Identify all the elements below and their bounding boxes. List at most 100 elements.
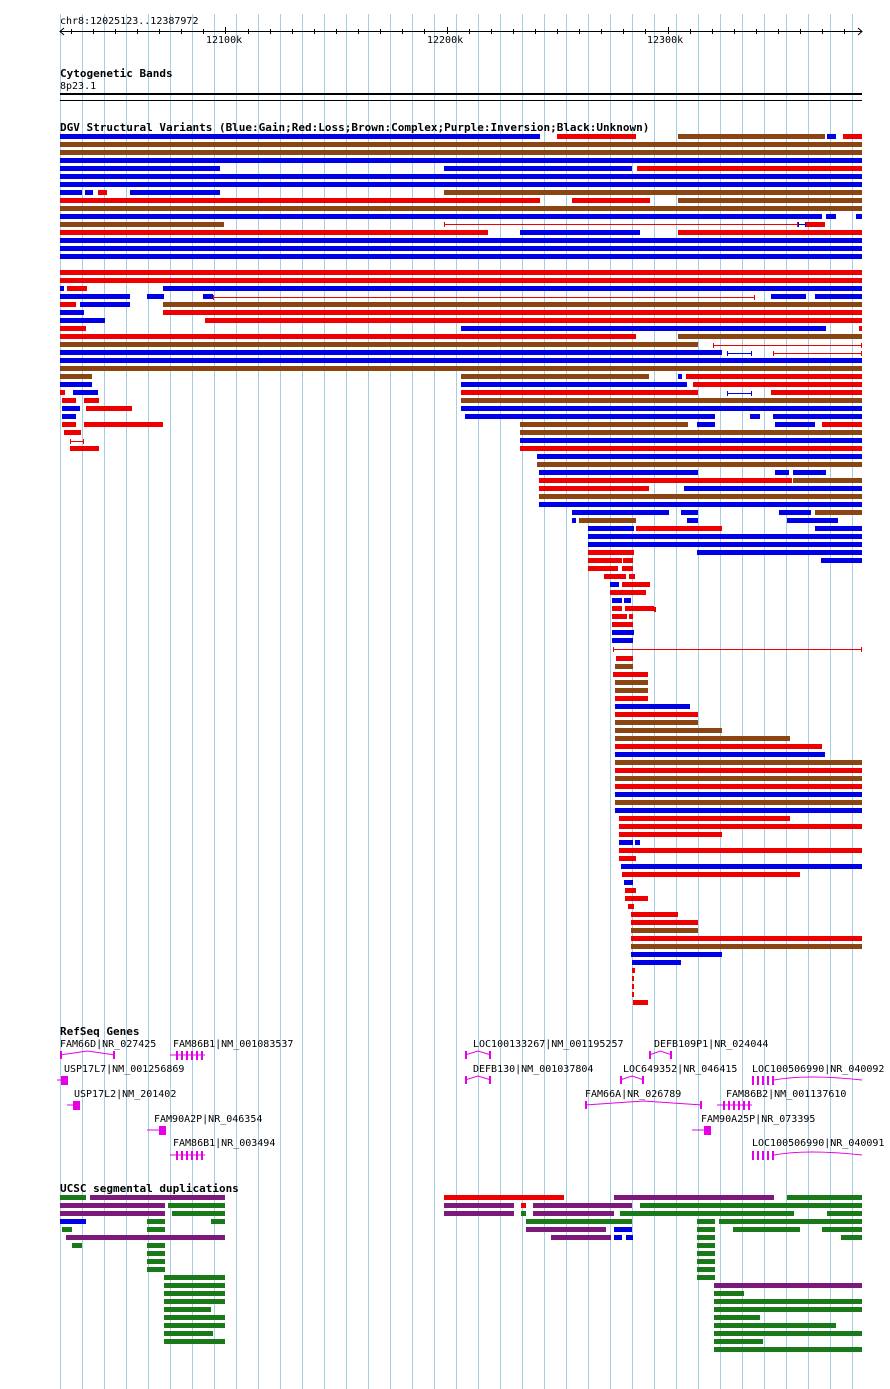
segdup-bar: [164, 1275, 225, 1280]
gene-label[interactable]: LOC649352|NR_046415: [623, 1064, 738, 1075]
gene-label[interactable]: FAM86B1|NM_001083537: [173, 1039, 294, 1050]
gene-label[interactable]: USP17L2|NM_201402: [74, 1089, 177, 1100]
dgv-variant-bar: [60, 174, 862, 179]
segdup-bar: [714, 1323, 836, 1328]
segdup-bar: [719, 1219, 862, 1224]
dgv-variant-bar: [615, 760, 862, 765]
gene-exon: [757, 1076, 759, 1085]
dgv-variant-bar: [631, 944, 862, 949]
dgv-variant-bar: [612, 630, 634, 635]
segdup-bar: [147, 1251, 165, 1256]
segdup-bar: [714, 1339, 763, 1344]
segdup-bar: [164, 1283, 225, 1288]
gene-exon: [762, 1076, 764, 1085]
dgv-variant-bar: [631, 920, 698, 925]
gene-exon: [585, 1101, 587, 1109]
dgv-variant-bar: [610, 590, 646, 595]
dgv-variant-bar: [461, 406, 862, 411]
dgv-variant-bar: [67, 286, 87, 291]
dgv-variant-bar: [60, 182, 862, 187]
gene-label[interactable]: FAM66D|NR_027425: [60, 1039, 157, 1050]
gene-label[interactable]: USP17L7|NM_001256869: [64, 1064, 185, 1075]
segdup-bar: [164, 1339, 225, 1344]
dgv-variant-bar: [815, 294, 862, 299]
dgv-variant-bar: [697, 550, 862, 555]
dgv-variant-bar: [619, 848, 862, 853]
dgv-variant-bar: [520, 430, 862, 435]
segdup-bar: [614, 1235, 622, 1240]
gene-exon: [723, 1101, 725, 1110]
dgv-variant-bar: [60, 342, 698, 347]
dgv-variant-bar: [461, 382, 687, 387]
dgv-variant-bar: [843, 134, 862, 139]
segdup-bar: [211, 1219, 225, 1224]
dgv-variant-bar: [619, 856, 636, 861]
dgv-variant-bar: [615, 712, 698, 717]
gene-exon: [73, 1101, 80, 1110]
gene-intron: [619, 1075, 645, 1081]
dgv-variant-bar: [60, 326, 86, 331]
dgv-track: [60, 134, 862, 1005]
dgv-variant-bar: [539, 486, 649, 491]
gene-label[interactable]: FAM90A2P|NR_046354: [154, 1114, 263, 1125]
segdup-bar: [147, 1219, 165, 1224]
gene-label[interactable]: DEFB130|NM_001037804: [473, 1064, 594, 1075]
gene-exon: [620, 1076, 622, 1084]
gene-exon: [757, 1151, 759, 1160]
gene-exon: [642, 1076, 644, 1084]
gene-label[interactable]: FAM90A25P|NR_073395: [701, 1114, 816, 1125]
dgv-variant-bar: [60, 374, 92, 379]
segdup-bar: [697, 1227, 715, 1232]
dgv-variant-bar: [461, 374, 649, 379]
dgv-variant-bar: [60, 382, 92, 387]
dgv-variant-bar: [60, 318, 105, 323]
segdup-bar: [60, 1195, 86, 1200]
dgv-variant-bar: [615, 768, 862, 773]
dgv-variant-bar: [815, 526, 862, 531]
segdup-bar: [614, 1227, 632, 1232]
segdup-bar: [60, 1219, 86, 1224]
dgv-variant-bar: [628, 904, 634, 909]
dgv-variant-bar: [612, 622, 633, 627]
gene-label[interactable]: LOC100133267|NM_001195257: [473, 1039, 624, 1050]
dgv-variant-bar: [616, 656, 633, 661]
dgv-variant-bar: [622, 566, 633, 571]
dgv-variant-bar: [520, 438, 862, 443]
dgv-variant-bar: [615, 688, 648, 693]
dgv-variant-bar: [678, 198, 862, 203]
dgv-variant-bar: [632, 984, 634, 989]
segdup-bar: [714, 1291, 744, 1296]
gene-label[interactable]: DEFB109P1|NR_024044: [654, 1039, 769, 1050]
segdup-bar: [714, 1347, 862, 1352]
dgv-variant-bar: [70, 446, 99, 451]
gene-exon: [201, 1151, 203, 1160]
dgv-variant-bar: [537, 462, 862, 467]
gene-label[interactable]: LOC100506990|NR_040091: [752, 1138, 885, 1149]
gene-label[interactable]: FAM86B2|NM_001137610: [726, 1089, 847, 1100]
gene-label[interactable]: FAM66A|NR_026789: [585, 1089, 682, 1100]
dgv-variant-bar: [631, 912, 678, 917]
dgv-variant-bar: [84, 398, 99, 403]
dgv-variant-bar: [60, 254, 862, 259]
dgv-variant-bar: [637, 166, 862, 171]
segdup-bar: [168, 1203, 225, 1208]
cytoband-track: [60, 93, 862, 101]
segdup-bar: [164, 1307, 211, 1312]
dgv-variant-bar: [779, 510, 811, 515]
dgv-variant-bar: [612, 606, 622, 611]
gene-label[interactable]: LOC100506990|NR_040092: [752, 1064, 885, 1075]
segdup-bar: [697, 1235, 715, 1240]
gene-exon: [176, 1051, 178, 1060]
dgv-variant-bar: [579, 518, 636, 523]
dgv-variant-bar: [60, 190, 82, 195]
gene-label[interactable]: FAM86B1|NR_003494: [173, 1138, 276, 1149]
dgv-variant-bar: [60, 134, 540, 139]
gene-exon: [700, 1101, 702, 1109]
dgv-variant-bar: [60, 222, 224, 227]
refseq-track: [57, 1050, 863, 1160]
segdup-bar: [521, 1211, 526, 1216]
dgv-variant-bar: [615, 744, 822, 749]
tick-label-12200k: 12200k: [427, 35, 464, 46]
segdup-bar: [521, 1203, 526, 1208]
segdup-track-title: UCSC segmental duplications: [60, 1182, 239, 1195]
